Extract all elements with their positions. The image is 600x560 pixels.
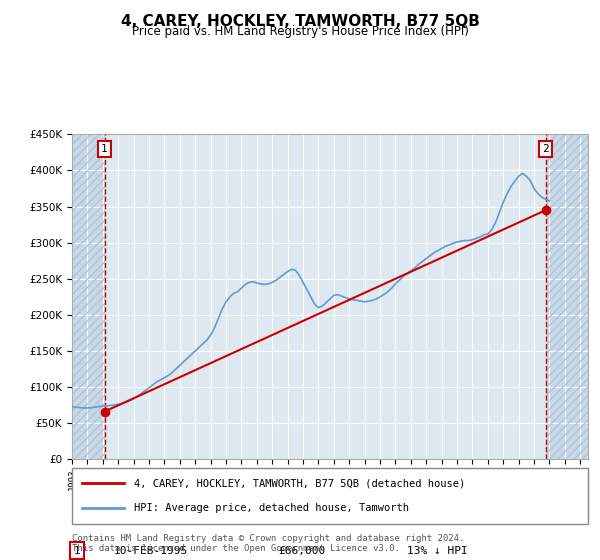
Text: 1: 1 [74, 546, 80, 556]
Bar [545, 134, 588, 459]
Text: 4, CAREY, HOCKLEY, TAMWORTH, B77 5QB: 4, CAREY, HOCKLEY, TAMWORTH, B77 5QB [121, 14, 479, 29]
Text: 2: 2 [542, 144, 549, 154]
Text: HPI: Average price, detached house, Tamworth: HPI: Average price, detached house, Tamw… [134, 503, 409, 513]
Text: 4, CAREY, HOCKLEY, TAMWORTH, B77 5QB (detached house): 4, CAREY, HOCKLEY, TAMWORTH, B77 5QB (de… [134, 478, 465, 488]
FancyBboxPatch shape [72, 468, 588, 524]
Bar [72, 134, 104, 459]
Text: 10-FEB-1995: 10-FEB-1995 [113, 546, 188, 556]
Text: £66,000: £66,000 [278, 546, 326, 556]
Text: 1: 1 [101, 144, 108, 154]
Text: Contains HM Land Registry data © Crown copyright and database right 2024.
This d: Contains HM Land Registry data © Crown c… [72, 534, 464, 553]
Bar [72, 134, 104, 459]
Text: Price paid vs. HM Land Registry's House Price Index (HPI): Price paid vs. HM Land Registry's House … [131, 25, 469, 38]
Bar [545, 134, 588, 459]
Text: 13% ↓ HPI: 13% ↓ HPI [407, 546, 468, 556]
